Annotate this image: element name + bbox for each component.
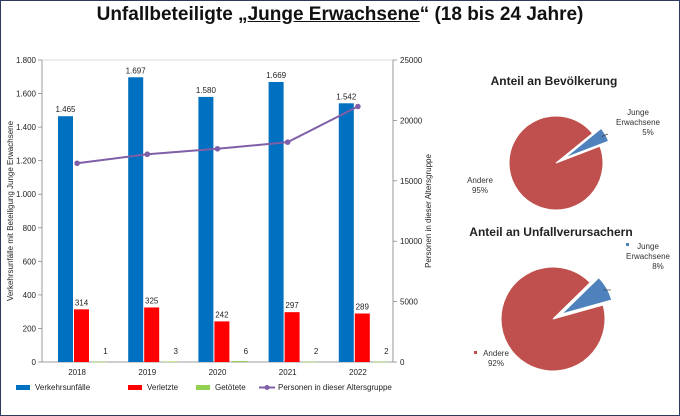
y-tick-label: 1.200: [16, 157, 37, 166]
legend-swatch: [16, 385, 30, 390]
pie-label-andere: Andere: [483, 349, 509, 358]
pie-value-junge: 8%: [652, 262, 664, 271]
bar-verkehrsunfaelle: [128, 77, 144, 362]
bar-verkehrsunfaelle: [198, 96, 214, 363]
pie-slice-andere: [508, 115, 604, 211]
title-emphasis: Junge Erwachsene: [247, 4, 420, 25]
y-tick-label: 1.000: [16, 190, 37, 199]
legend-label: Verkehrsunfälle: [35, 383, 91, 392]
pie-value-junge: 5%: [642, 128, 654, 137]
label-verletzte: 325: [145, 296, 159, 305]
bar-verletzte: [144, 307, 160, 362]
label-verkehrsunfaelle: 1.580: [196, 86, 217, 95]
label-verkehrsunfaelle: 1.465: [55, 105, 76, 114]
x-tick-label: 2021: [279, 368, 297, 377]
y2-axis-label: Personen in dieser Altersgruppe: [424, 154, 433, 268]
legend-label: Personen in dieser Altersgruppe: [278, 383, 392, 392]
pie-slice-junge: [564, 127, 610, 159]
pie-legend-marker-andere: [474, 351, 477, 354]
pie-value-andere: 95%: [472, 186, 488, 195]
bar-getoetete: [232, 360, 248, 362]
label-verkehrsunfaelle: 1.669: [266, 71, 287, 80]
y-tick-label: 400: [23, 291, 37, 300]
pie-label-junge-line2: Erwachsene: [626, 252, 671, 261]
line-personen: [76, 105, 359, 165]
point-personen: [74, 160, 80, 167]
label-verletzte: 314: [75, 298, 89, 307]
y2-tick-label: 20000: [400, 116, 423, 125]
y2-tick-label: 15000: [400, 177, 423, 186]
y-tick-label: 200: [23, 324, 37, 333]
label-getoetete: 2: [384, 347, 389, 356]
y-tick-label: 1.800: [16, 56, 37, 65]
y2-tick-label: 10000: [400, 237, 423, 246]
y-tick-label: 800: [23, 224, 37, 233]
pie-value-andere: 92%: [488, 359, 504, 368]
label-verkehrsunfaelle: 1.697: [126, 66, 147, 75]
pie-title: Anteil an Unfallverursachern: [469, 225, 632, 239]
legend-swatch-marker: [264, 385, 270, 390]
y-tick-label: 600: [23, 257, 37, 266]
x-tick-label: 2019: [138, 368, 156, 377]
y2-tick-label: 25000: [400, 56, 423, 65]
pie-label-junge-line2: Erwachsene: [616, 118, 661, 127]
bar-getoetete: [302, 361, 318, 363]
legend-swatch: [128, 385, 142, 390]
label-getoetete: 1: [103, 347, 108, 356]
x-tick-label: 2018: [68, 368, 86, 377]
bar-verletzte: [214, 321, 230, 362]
bar-verletzte: [354, 313, 370, 362]
label-verletzte: 289: [356, 303, 370, 312]
point-personen: [214, 145, 221, 152]
legend-swatch: [196, 385, 210, 390]
point-personen: [144, 151, 151, 158]
bar-verkehrsunfaelle: [268, 81, 284, 363]
pie-slice-andere: [500, 266, 606, 372]
label-verletzte: 242: [215, 310, 229, 319]
pie-label-junge-line1: Junge: [637, 242, 659, 251]
legend-label: Getötete: [215, 383, 246, 392]
y-tick-label: 1.400: [16, 123, 37, 132]
y2-tick-label: 0: [400, 358, 405, 367]
y2-tick-label: 5000: [400, 298, 418, 307]
bar-verletzte: [74, 309, 89, 362]
pie-slice-junge: [561, 276, 613, 315]
page-title: Unfallbeteiligte „Junge Erwachsene“ (18 …: [0, 4, 680, 26]
x-tick-label: 2022: [349, 368, 367, 377]
point-personen: [284, 139, 291, 145]
bar-getoetete: [162, 361, 178, 363]
pie-legend-marker-junge: [626, 243, 629, 246]
label-getoetete: 2: [314, 347, 319, 356]
pie-label-andere: Andere: [467, 176, 493, 185]
y-tick-label: 1.600: [16, 90, 37, 99]
title-prefix: Unfallbeteiligte „: [96, 4, 248, 25]
point-personen: [355, 103, 361, 110]
bar-getoetete: [92, 361, 107, 363]
bar-verkehrsunfaelle: [338, 103, 354, 362]
title-suffix: “ (18 bis 24 Jahre): [419, 4, 584, 25]
pie-title: Anteil an Bevölkerung: [491, 74, 618, 88]
pie-label-junge-line1: Junge: [627, 108, 649, 117]
y-tick-label: 0: [32, 358, 37, 367]
pie-leader-line: [601, 133, 609, 137]
label-verkehrsunfaelle: 1.542: [336, 92, 357, 101]
legend-label: Verletzte: [147, 383, 179, 392]
label-getoetete: 6: [244, 347, 249, 356]
label-verletzte: 297: [285, 301, 299, 310]
bar-getoetete: [372, 361, 388, 363]
bar-verletzte: [284, 312, 300, 362]
bar-verkehrsunfaelle: [58, 116, 73, 362]
x-tick-label: 2020: [209, 368, 227, 377]
y-axis-label: Verkehrsunfälle mit Beteiligung Junge Er…: [6, 120, 15, 301]
label-getoetete: 3: [173, 347, 178, 356]
